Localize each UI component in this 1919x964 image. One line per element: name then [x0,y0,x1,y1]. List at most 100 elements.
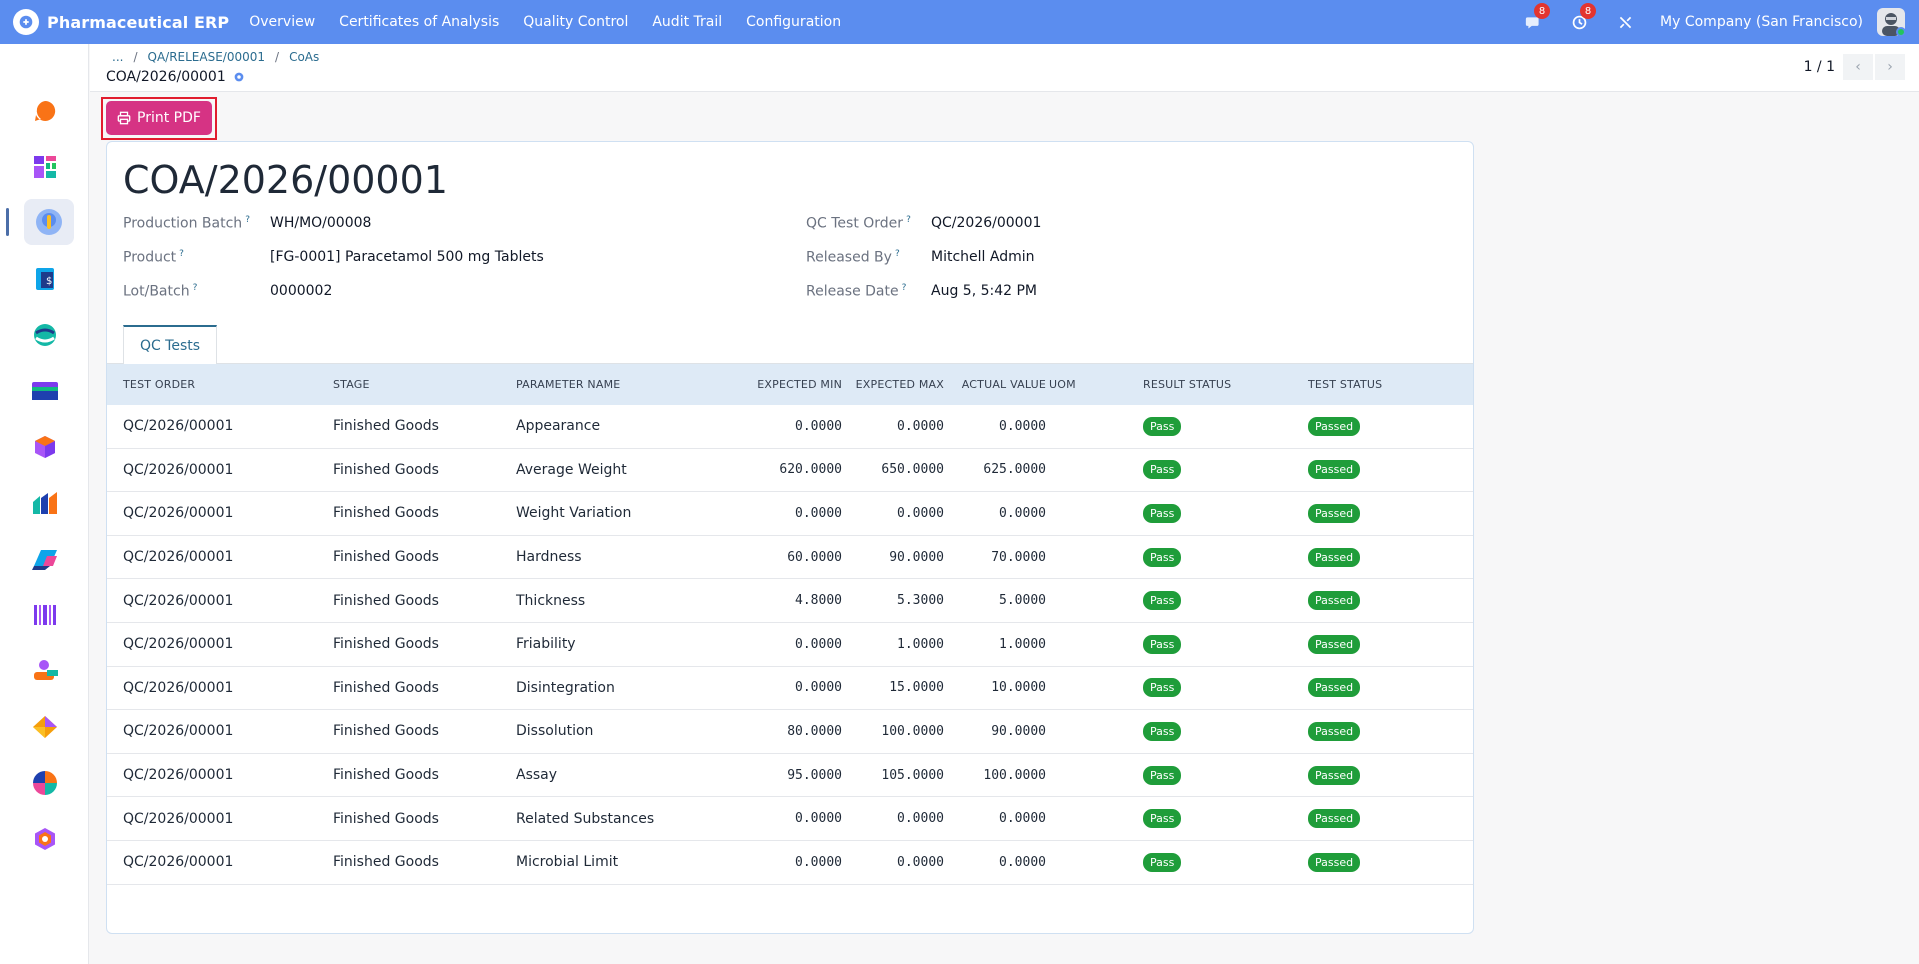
field-release-date: Release Date? Aug 5, 5:42 PM [806,283,1037,300]
help-icon[interactable]: ? [901,283,907,293]
test-status-badge: Passed [1308,460,1361,480]
table-row[interactable]: QC/2026/00001 Finished Goods Dissolution 80… [107,710,1473,754]
column-header-test-order[interactable]: TEST ORDER [123,378,196,391]
expected-min-cell: 0.0000 [795,636,842,652]
help-icon[interactable]: ? [192,283,198,293]
column-header-uom[interactable]: UOM [1049,378,1076,391]
help-icon[interactable]: ? [245,215,250,225]
parameter-name-cell: Disintegration [516,679,615,696]
table-row[interactable]: QC/2026/00001 Finished Goods Hardness 60.00… [107,536,1473,580]
expected-max-cell: 5.3000 [897,593,944,609]
column-header-parameter-name[interactable]: PARAMETER NAME [516,378,621,391]
app-name[interactable]: Pharmaceutical ERP [47,12,230,32]
apps-sidebar: $ [0,44,89,964]
control-panel: ... / QA/RELEASE/00001 / CoAs COA/2026/0… [90,44,1919,92]
print-pdf-label: Print PDF [137,110,201,126]
help-icon[interactable]: ? [179,249,184,259]
pharmaceutical-erp-app-icon[interactable] [24,199,74,245]
invoicing-app-icon[interactable]: $ [28,262,62,296]
dashboards-app-icon[interactable] [28,150,62,184]
employees-app-icon[interactable] [28,654,62,688]
accounting-app-icon[interactable] [28,374,62,408]
actual-value-cell: 0.0000 [999,505,1046,521]
menu-certificates-of-analysis[interactable]: Certificates of Analysis [339,14,500,30]
table-row[interactable]: QC/2026/00001 Finished Goods Weight Variat… [107,492,1473,536]
table-row[interactable]: QC/2026/00001 Finished Goods Appearance 0.0… [107,405,1473,449]
parameter-name-cell: Dissolution [516,723,594,740]
column-header-result-status[interactable]: RESULT STATUS [1143,378,1232,391]
result-status-cell: Pass [1143,416,1182,436]
record-title: COA/2026/00001 [123,158,448,202]
pager-value[interactable]: 1 / 1 [1803,59,1835,75]
barcode-app-icon[interactable] [28,598,62,632]
product-value[interactable]: [FG-0001] Paracetamol 500 mg Tablets [270,249,544,266]
project-app-icon[interactable] [28,710,62,744]
svg-text:$: $ [46,276,52,287]
stage-cell: Finished Goods [333,461,439,478]
menu-audit-trail[interactable]: Audit Trail [652,14,723,30]
apps-app-icon[interactable] [28,766,62,800]
result-status-cell: Pass [1143,460,1182,480]
column-header-actual-value[interactable]: ACTUAL VALUE [961,378,1046,391]
activities-button[interactable]: 8 [1568,3,1597,33]
test-status-cell: Passed [1308,547,1361,567]
test-status-badge: Passed [1308,503,1361,523]
debug-tools-button[interactable] [1614,11,1636,33]
parameter-name-cell: Average Weight [516,461,627,478]
parameter-name-cell: Friability [516,636,576,653]
table-row[interactable]: QC/2026/00001 Finished Goods Average Weigh… [107,449,1473,493]
tab-qc-tests[interactable]: QC Tests [123,325,217,364]
crm-app-icon[interactable] [28,318,62,352]
field-label: Released By? [806,249,900,266]
pager-previous-button[interactable]: ‹ [1843,54,1873,80]
settings-app-icon[interactable] [28,822,62,856]
brand[interactable]: Pharmaceutical ERP [13,9,229,35]
expected-min-cell: 95.0000 [787,767,842,783]
print-pdf-button[interactable]: Print PDF [106,101,212,135]
expected-max-cell: 90.0000 [889,549,944,565]
result-status-badge: Pass [1143,591,1182,611]
column-header-expected-max[interactable]: EXPECTED MAX [855,378,944,391]
qc-test-order-value[interactable]: QC/2026/00001 [931,215,1042,232]
expected-min-cell: 60.0000 [787,549,842,565]
released-by-value[interactable]: Mitchell Admin [931,249,1035,266]
inventory-app-icon[interactable] [28,430,62,464]
discuss-app-icon[interactable] [28,94,62,128]
column-header-test-status[interactable]: TEST STATUS [1308,378,1383,391]
parameter-name-cell: Thickness [516,592,586,609]
table-row[interactable]: QC/2026/00001 Finished Goods Related Subst… [107,797,1473,841]
help-icon[interactable]: ? [906,215,911,225]
help-icon[interactable]: ? [894,249,900,259]
breadcrumb-coas[interactable]: CoAs [289,50,320,64]
reporting-app-icon[interactable] [28,486,62,520]
lot-batch-value[interactable]: 0000002 [270,283,333,300]
breadcrumb-separator: / [275,50,280,64]
form-sheet: COA/2026/00001 Production Batch? WH/MO/0… [106,141,1474,934]
pager-next-button[interactable]: › [1875,54,1905,80]
menu-configuration[interactable]: Configuration [746,14,842,30]
table-row[interactable]: QC/2026/00001 Finished Goods Disintegratio… [107,667,1473,711]
column-header-expected-min[interactable]: EXPECTED MIN [757,378,842,391]
breadcrumb-ellipsis[interactable]: ... [112,50,124,64]
sales-app-icon[interactable] [28,542,62,576]
table-row[interactable]: QC/2026/00001 Finished Goods Thickness 4.80… [107,579,1473,623]
column-header-stage[interactable]: STAGE [333,378,370,391]
stage-cell: Finished Goods [333,854,439,871]
result-status-cell: Pass [1143,591,1182,611]
gear-icon[interactable] [232,70,246,84]
user-avatar[interactable] [1877,8,1905,36]
menu-overview[interactable]: Overview [249,14,316,30]
messages-button[interactable]: 8 [1522,3,1551,33]
messages-count-badge: 8 [1534,3,1551,19]
release-date-value[interactable]: Aug 5, 5:42 PM [931,283,1038,300]
menu-quality-control[interactable]: Quality Control [523,14,629,30]
test-order-cell: QC/2026/00001 [123,505,234,522]
test-status-badge: Passed [1308,634,1361,654]
company-switcher[interactable]: My Company (San Francisco) [1660,14,1863,30]
table-row[interactable]: QC/2026/00001 Finished Goods Friability 0.0… [107,623,1473,667]
result-status-cell: Pass [1143,852,1182,872]
production-batch-value[interactable]: WH/MO/00008 [270,215,372,232]
table-row[interactable]: QC/2026/00001 Finished Goods Microbial Lim… [107,841,1473,885]
table-row[interactable]: QC/2026/00001 Finished Goods Assay 95.0000 1… [107,754,1473,798]
breadcrumb-release[interactable]: QA/RELEASE/00001 [147,50,266,64]
